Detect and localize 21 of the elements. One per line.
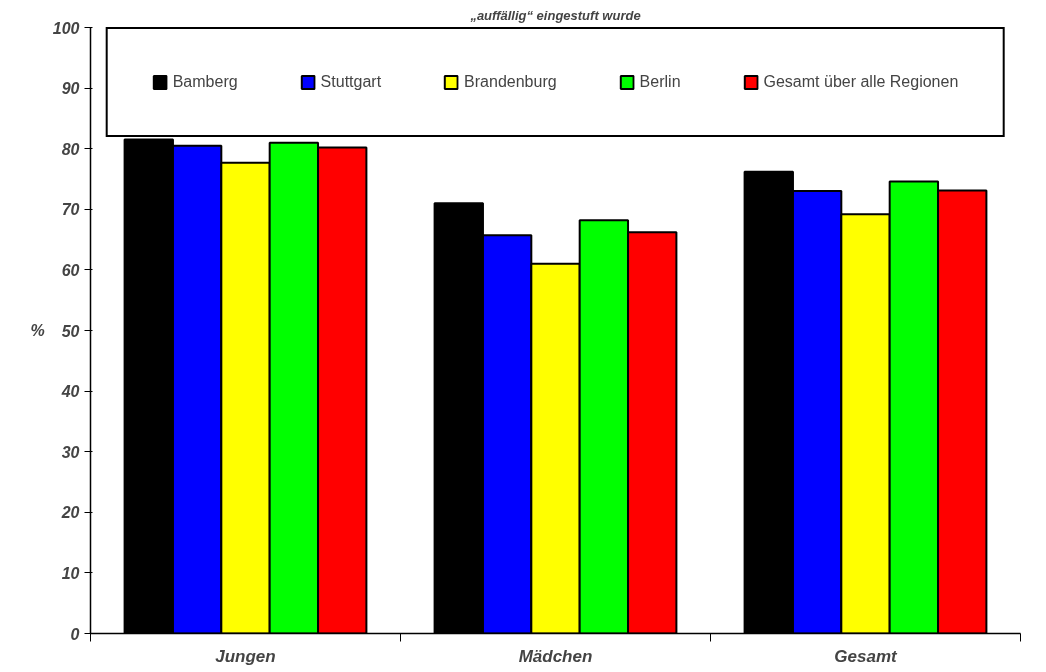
y-tick-label: 20 [60, 504, 80, 522]
y-tick-label: 90 [61, 80, 80, 98]
x-tick-label: Jungen [215, 646, 276, 666]
y-tick-label: 10 [61, 564, 80, 582]
y-tick-label: 50 [61, 322, 80, 340]
chart-title: „auffällig“ eingestuft wurde [469, 7, 641, 23]
y-tick-label: 60 [61, 261, 80, 279]
legend-label: Brandenburg [464, 73, 557, 91]
y-tick-label: 80 [61, 140, 80, 158]
legend-label: Bamberg [172, 73, 238, 91]
legend-label: Gesamt über alle Regionen [763, 73, 959, 91]
legend-label: Stuttgart [320, 73, 382, 91]
x-tick-label: Mädchen [518, 646, 593, 666]
y-tick-label: 70 [61, 201, 80, 219]
y-tick-label: 100 [52, 19, 80, 37]
y-axis-title: % [30, 322, 45, 339]
x-tick-label: Gesamt [834, 646, 899, 666]
y-tick-label: 30 [61, 443, 80, 461]
legend-label: Berlin [639, 73, 681, 91]
y-tick-label: 0 [70, 625, 80, 643]
y-tick-label: 40 [60, 383, 80, 401]
